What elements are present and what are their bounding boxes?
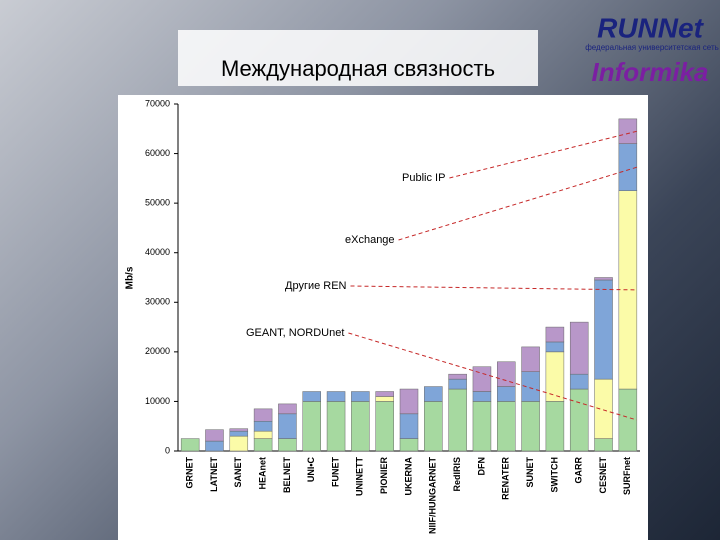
bar-segment: [180, 438, 200, 452]
title-box: [178, 30, 538, 86]
y-axis-label: Mb/s: [125, 266, 136, 289]
bar-segment: [205, 429, 224, 442]
bar-segment: [497, 361, 516, 387]
x-tick-label: HEAnet: [257, 457, 267, 490]
annotation-line: [350, 285, 637, 291]
x-tick-label: FUNET: [330, 457, 340, 487]
bar-segment: [521, 346, 540, 372]
bar-segment: [351, 401, 370, 452]
y-tick-label: 20000: [145, 346, 170, 356]
bar-segment: [594, 277, 613, 281]
bar-segment: [375, 391, 394, 397]
bar-segment: [326, 391, 346, 402]
logo-name: Informika: [591, 57, 708, 87]
bar-segment: [205, 440, 224, 452]
bar-segment: [399, 413, 419, 439]
x-tick-label: RedIRIS: [452, 457, 462, 492]
bar-segment: [618, 143, 638, 192]
bar-segment: [545, 341, 565, 353]
bar-segment: [569, 373, 589, 390]
x-tick-label: GARR: [574, 457, 584, 484]
bar-segment: [448, 388, 467, 452]
x-tick-label: CESNET: [598, 457, 608, 494]
bar-segment: [545, 401, 565, 452]
x-tick-label: UKERNA: [403, 457, 413, 496]
bar-segment: [545, 326, 565, 343]
bar-segment: [278, 438, 297, 452]
bar-segment: [351, 391, 370, 402]
bar-segment: [618, 388, 638, 452]
logo-subtitle: федеральная университетская сеть: [585, 43, 719, 52]
y-tick-label: 40000: [145, 247, 170, 257]
bar-segment: [521, 401, 540, 452]
bar-segment: [472, 391, 492, 402]
y-tick-label: 10000: [145, 396, 170, 406]
bar-segment: [253, 430, 273, 439]
y-tick-label: 0: [165, 445, 170, 455]
y-tick-label: 30000: [145, 297, 170, 307]
bar-segment: [448, 373, 467, 380]
bar-segment: [229, 428, 249, 432]
logo-brand: RUNNet: [597, 12, 704, 43]
bar-segment: [229, 430, 249, 437]
series-label: Другие REN: [285, 280, 347, 292]
bar-segment: [472, 366, 492, 392]
x-tick-label: LATNET: [209, 456, 219, 491]
bar-segment: [545, 351, 565, 402]
x-tick-label: SUNET: [525, 457, 535, 488]
series-label: Public IP: [402, 172, 445, 184]
bar-segment: [594, 279, 613, 380]
x-tick-label: DFN: [476, 457, 486, 476]
slide-title: Международная связность: [221, 56, 495, 81]
bar-segment: [278, 413, 297, 439]
bar-segment: [302, 391, 321, 402]
bar-segment: [424, 386, 443, 402]
y-tick-label: 60000: [145, 148, 170, 158]
x-tick-label: UNINETT: [355, 457, 365, 496]
bar-segment: [399, 438, 419, 452]
chart-panel: [118, 95, 648, 540]
annotation-line: [348, 332, 637, 421]
bar-segment: [594, 438, 613, 452]
bar-segment: [424, 401, 443, 452]
x-tick-label: SWITCH: [549, 457, 559, 493]
bar-segment: [326, 401, 346, 452]
bar-segment: [302, 401, 321, 452]
x-tick-label: NIIF/HUNGARNET: [428, 457, 438, 534]
bar-segment: [472, 401, 492, 452]
bar-segment: [229, 435, 249, 452]
y-tick-label: 70000: [145, 98, 170, 108]
bar-segment: [375, 401, 394, 452]
bar-segment: [399, 388, 419, 415]
bar-segment: [253, 421, 273, 432]
bar-segment: [497, 401, 516, 452]
bar-segment: [569, 321, 589, 375]
series-label: eXchange: [345, 234, 395, 246]
x-tick-label: SANET: [233, 457, 243, 488]
bar-segment: [594, 378, 613, 439]
x-tick-label: GRNET: [185, 456, 195, 488]
series-label: GEANT, NORDUnet: [246, 327, 344, 339]
y-tick-label: 50000: [145, 198, 170, 208]
bar-segment: [253, 438, 273, 452]
x-tick-label: UNI•C: [306, 457, 316, 483]
bar-segment: [569, 388, 589, 452]
bar-segment: [448, 378, 467, 390]
bar-segment: [497, 386, 516, 402]
x-tick-label: SURFnet: [622, 457, 632, 495]
x-tick-label: RENATER: [501, 457, 511, 500]
bar-segment: [375, 396, 394, 402]
bar-segment: [253, 408, 273, 422]
bar-segment: [278, 403, 297, 415]
x-tick-label: BELNET: [282, 456, 292, 493]
bar-segment: [618, 118, 638, 144]
x-tick-label: PIONIER: [379, 457, 389, 495]
